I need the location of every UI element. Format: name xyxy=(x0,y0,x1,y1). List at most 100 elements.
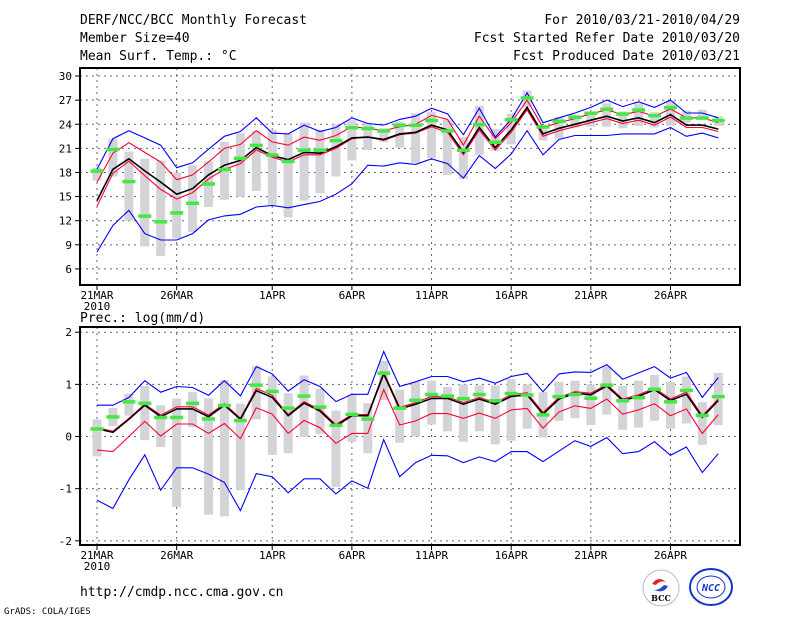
obs-marker xyxy=(600,107,614,111)
obs-marker xyxy=(281,159,295,164)
obs-marker xyxy=(345,412,359,417)
series-line-lower xyxy=(96,388,719,453)
obs-marker xyxy=(472,392,486,397)
range-bar xyxy=(681,376,691,424)
y-tick-label: -1 xyxy=(59,483,72,496)
series-line-max xyxy=(97,350,719,406)
y-tick-label: 1 xyxy=(65,378,72,391)
range-bar xyxy=(299,122,309,201)
obs-marker xyxy=(695,413,709,418)
obs-marker xyxy=(345,125,359,130)
obs-marker xyxy=(711,118,725,123)
obs-marker xyxy=(600,383,614,387)
x-tick-label: 21MAR xyxy=(80,549,113,562)
bcc-logo-text: BCC xyxy=(651,593,671,603)
obs-marker xyxy=(520,96,534,100)
obs-marker xyxy=(552,119,566,124)
y-tick-label: 12 xyxy=(59,215,72,228)
x-tick-label: 1APR xyxy=(259,289,286,302)
range-bar xyxy=(283,133,293,218)
y-tick-label: 24 xyxy=(59,118,73,131)
obs-marker xyxy=(663,105,677,110)
panel-2-title: Prec.: log(mm/d) xyxy=(80,311,205,326)
range-bar xyxy=(92,167,102,181)
forecast-period: For 2010/03/21-2010/04/29 xyxy=(544,13,740,28)
obs-marker xyxy=(377,129,391,133)
range-bar xyxy=(634,103,644,126)
range-bar xyxy=(92,419,102,457)
x-tick-label: 6APR xyxy=(339,549,366,562)
range-bar xyxy=(347,394,357,442)
range-bar xyxy=(204,398,214,515)
obs-marker xyxy=(679,116,693,120)
x-tick-label: 6APR xyxy=(339,289,366,302)
y-tick-label: 18 xyxy=(59,166,72,179)
fcst-produced-date: Fcst Produced Date 2010/03/21 xyxy=(513,49,740,64)
obs-marker xyxy=(329,138,343,143)
obs-marker xyxy=(568,115,582,120)
obs-marker xyxy=(202,182,216,186)
obs-marker xyxy=(233,418,247,423)
range-bar xyxy=(411,381,421,437)
y-tick-label: 6 xyxy=(65,263,72,276)
range-bar xyxy=(283,393,293,454)
x-tick-label: 21APR xyxy=(574,289,607,302)
range-bar xyxy=(490,385,500,445)
series-line-min xyxy=(96,126,719,253)
x-year-label: 2010 xyxy=(84,560,111,573)
range-bar xyxy=(618,111,628,129)
range-bar xyxy=(427,112,437,159)
obs-marker xyxy=(361,417,375,421)
range-bar xyxy=(124,151,134,221)
range-bar xyxy=(427,380,437,425)
obs-marker xyxy=(425,392,439,397)
range-bar xyxy=(156,160,166,257)
obs-marker xyxy=(170,415,184,420)
range-bar xyxy=(697,402,707,445)
obs-marker xyxy=(584,396,598,400)
y-tick-label: 30 xyxy=(59,70,72,83)
range-bar xyxy=(411,113,421,163)
obs-marker xyxy=(313,405,327,409)
y-tick-label: 2 xyxy=(65,326,72,339)
obs-marker xyxy=(488,399,502,403)
y-tick-label: 15 xyxy=(59,191,72,204)
footer-url[interactable]: http://cmdp.ncc.cma.gov.cn xyxy=(80,585,284,600)
obs-marker xyxy=(440,129,454,133)
range-bar xyxy=(331,410,341,488)
obs-marker xyxy=(313,148,327,152)
obs-marker xyxy=(265,153,279,157)
obs-marker xyxy=(456,396,470,401)
x-tick-label: 16APR xyxy=(495,289,528,302)
obs-marker xyxy=(616,399,630,403)
obs-marker xyxy=(504,391,518,396)
grads-credit: GrADS: COLA/IGES xyxy=(4,607,91,617)
obs-marker xyxy=(679,388,693,393)
obs-marker xyxy=(711,394,725,399)
obs-marker xyxy=(377,371,391,375)
obs-marker xyxy=(233,156,247,161)
obs-marker xyxy=(584,111,598,116)
obs-marker xyxy=(536,413,550,417)
range-bar xyxy=(156,405,166,447)
range-bar xyxy=(172,398,182,507)
range-bar xyxy=(315,129,325,194)
range-bar xyxy=(140,385,150,441)
range-bar xyxy=(474,385,484,432)
x-tick-label: 26MAR xyxy=(160,549,193,562)
precipitation-panel: -2 -1 0 1 2 21MAR 26MAR 1APR 6APR 11APR 16APR 21APR… xyxy=(59,326,741,573)
x-tick-label: 1APR xyxy=(259,549,286,562)
obs-marker xyxy=(217,167,231,172)
plot-frame xyxy=(79,326,741,546)
obs-marker xyxy=(249,383,263,387)
obs-marker xyxy=(648,387,662,392)
range-bar xyxy=(586,384,596,426)
x-year-label: 2010 xyxy=(84,300,111,313)
obs-marker xyxy=(472,122,486,127)
range-bar xyxy=(124,393,134,416)
range-bar xyxy=(650,112,660,128)
obs-marker xyxy=(186,401,200,406)
range-bar xyxy=(570,114,580,128)
range-bar xyxy=(235,403,245,491)
